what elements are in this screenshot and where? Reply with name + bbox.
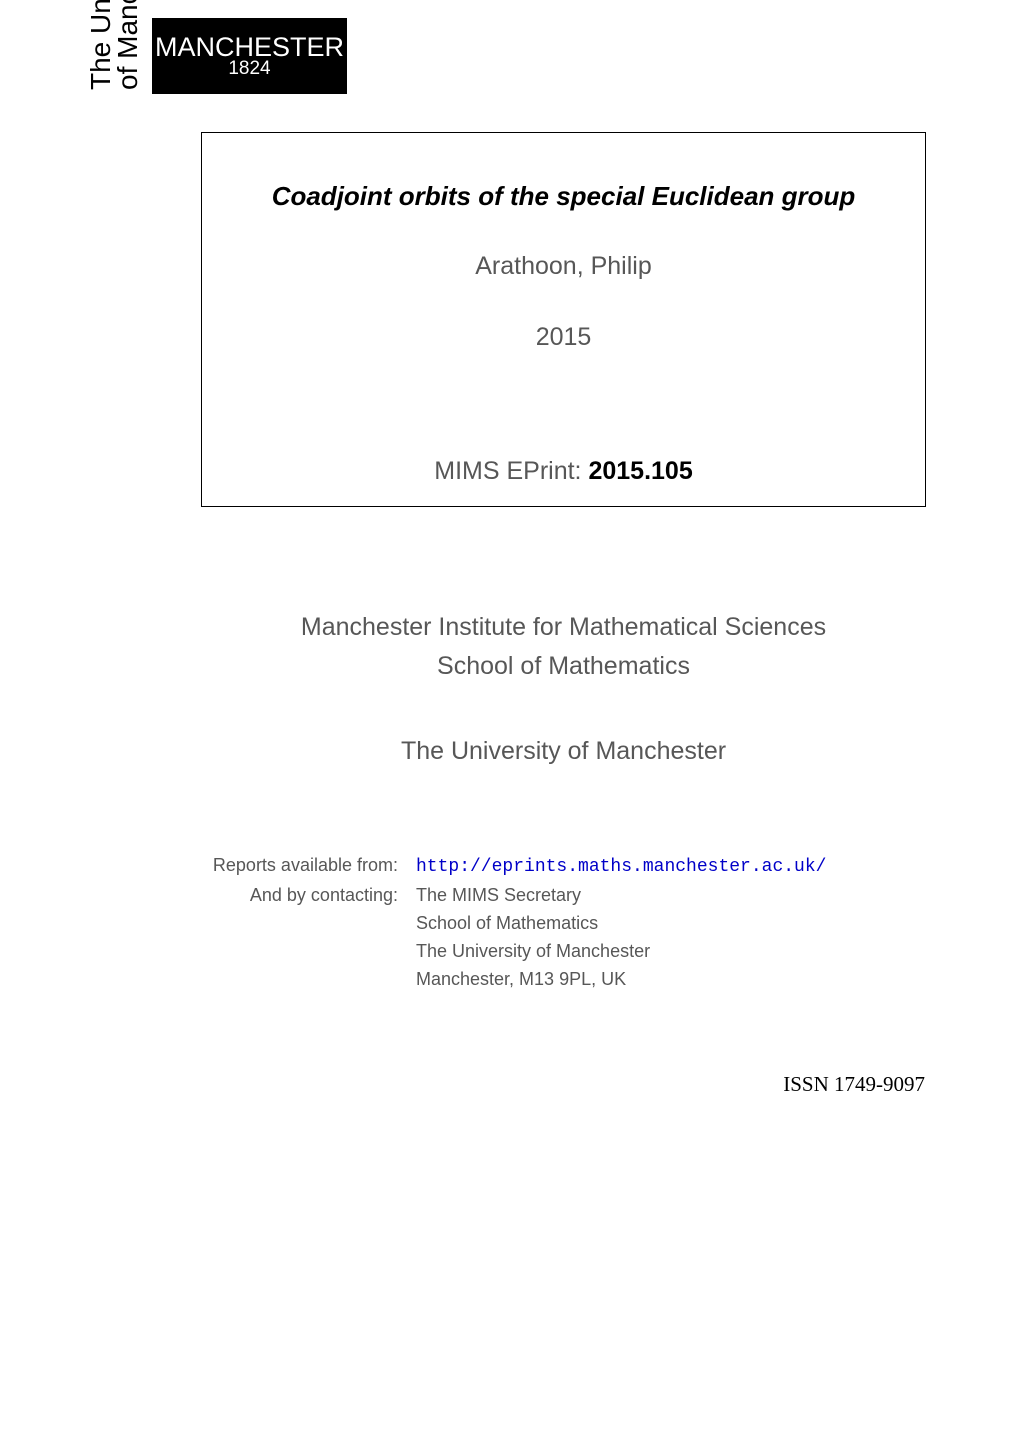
university-line: The University of Manchester	[201, 737, 926, 766]
paper-year: 2015	[536, 323, 592, 352]
contact-row-address: And by contacting: The MIMS Secretary Sc…	[201, 882, 926, 994]
vertical-university-text: The University of Manchester	[88, 0, 141, 90]
eprint-label: MIMS EPrint:	[434, 457, 581, 485]
contacting-label: And by contacting:	[201, 882, 416, 910]
address-line-3: The University of Manchester	[416, 938, 926, 966]
institute-block: Manchester Institute for Mathematical Sc…	[201, 608, 926, 686]
eprint-number: 2015.105	[588, 457, 692, 485]
logo-main-text: MANCHESTER	[155, 34, 344, 61]
paper-author: Arathoon, Philip	[475, 252, 652, 281]
reports-label: Reports available from:	[201, 852, 416, 880]
institute-line-1: Manchester Institute for Mathematical Sc…	[201, 608, 926, 647]
institute-line-2: School of Mathematics	[201, 647, 926, 686]
paper-title: Coadjoint orbits of the special Euclidea…	[272, 181, 856, 212]
contact-table: Reports available from: http://eprints.m…	[201, 852, 926, 993]
issn: ISSN 1749-9097	[783, 1072, 925, 1097]
eprint-line: MIMS EPrint: 2015.105	[202, 457, 925, 486]
reports-value: http://eprints.maths.manchester.ac.uk/	[416, 852, 926, 882]
logo-year: 1824	[228, 59, 270, 78]
vertical-line-1: The University	[88, 0, 115, 90]
university-logo: MANCHESTER 1824	[152, 18, 347, 94]
contacting-value: The MIMS Secretary School of Mathematics…	[416, 882, 926, 994]
address-line-1: The MIMS Secretary	[416, 882, 926, 910]
title-box: Coadjoint orbits of the special Euclidea…	[201, 132, 926, 507]
contact-row-reports: Reports available from: http://eprints.m…	[201, 852, 926, 882]
reports-url-link[interactable]: http://eprints.maths.manchester.ac.uk/	[416, 857, 826, 877]
address-line-2: School of Mathematics	[416, 910, 926, 938]
address-line-4: Manchester, M13 9PL, UK	[416, 966, 926, 994]
vertical-line-2: of Manchester	[115, 0, 142, 90]
